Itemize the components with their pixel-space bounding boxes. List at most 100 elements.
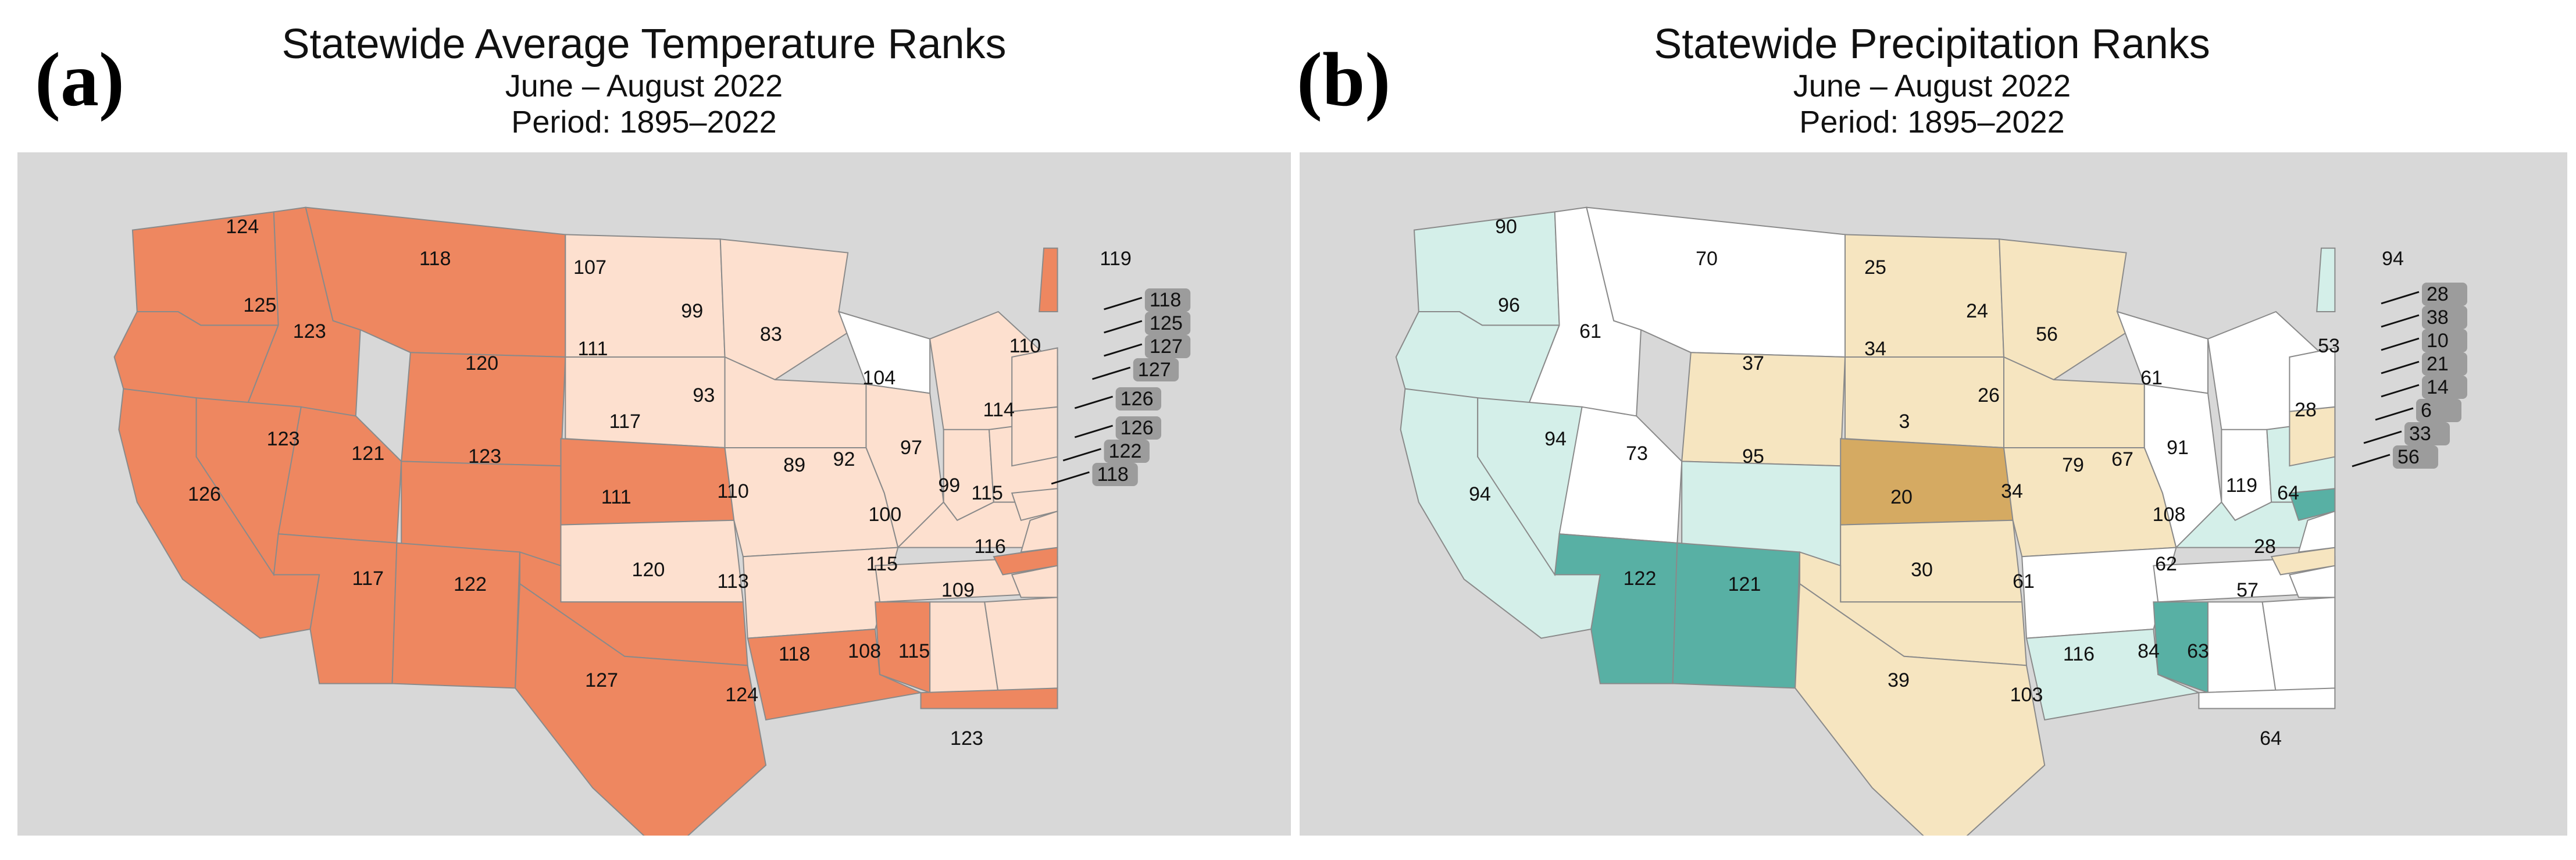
callout-box-md (1092, 463, 1138, 486)
state-rank-fl: 64 (2260, 727, 2282, 750)
state-rank-ia: 93 (693, 384, 715, 406)
state-ar (2021, 547, 2177, 639)
callout-rank-ma: 10 (2427, 330, 2449, 352)
callout-leader-ct (1074, 395, 1114, 409)
state-me (1039, 247, 1058, 312)
state-rank-nd: 25 (1864, 256, 1886, 279)
callout-box-nh (1144, 312, 1191, 335)
callout-rank-vt: 28 (2427, 283, 2449, 305)
state-la (747, 628, 923, 721)
state-rank-in: 67 (2111, 448, 2133, 470)
state-ny (1011, 347, 1058, 412)
state-me (2316, 247, 2336, 312)
panel-label: (a) (35, 37, 124, 122)
state-rank-il: 89 (783, 454, 805, 476)
callout-rank-ct: 126 (1121, 388, 1154, 410)
state-rank-la: 124 (725, 684, 758, 706)
callout-leader-nh (1104, 320, 1143, 334)
state-ga (984, 597, 1058, 694)
state-wa (1413, 211, 1560, 326)
state-rank-al: 108 (848, 640, 881, 662)
state-rank-ny: 53 (2318, 335, 2340, 357)
state-rank-mn: 24 (1966, 300, 1988, 322)
panel-precipitation: (b) Statewide Precipitation Ranks June –… (1288, 0, 2576, 860)
callout-rank-nj: 126 (1121, 417, 1154, 439)
state-rank-me: 94 (2382, 248, 2404, 270)
state-rank-tx: 127 (585, 669, 618, 691)
state-rank-ca: 126 (188, 483, 221, 505)
state-rank-wi: 56 (2036, 323, 2058, 345)
state-rank-ar: 113 (717, 570, 748, 593)
state-rank-me: 119 (1100, 248, 1131, 270)
state-ne (560, 438, 735, 526)
state-rank-ne: 3 (1899, 411, 1910, 433)
callout-leader-ri (2381, 361, 2420, 374)
callout-rank-md: 118 (1097, 463, 1128, 486)
state-rank-sd: 34 (1864, 338, 1886, 360)
callout-rank-ri: 21 (2427, 353, 2449, 375)
state-rank-va: 64 (2277, 482, 2299, 504)
map-frame: 90 96 61 70 37 94 94 73 95 122 121 25 34 3 20 30 39 24 26 3… (1300, 152, 2567, 836)
state-rank-wa: 90 (1495, 216, 1517, 238)
state-mo (2003, 447, 2177, 558)
state-va (2297, 510, 2336, 553)
callout-leader-ri (1091, 366, 1131, 380)
callout-box-de (1104, 440, 1150, 463)
state-rank-oh: 91 (2167, 437, 2189, 459)
state-rank-il: 79 (2062, 454, 2084, 476)
callout-leader-ct (2381, 384, 2420, 398)
state-rank-ok: 120 (631, 559, 665, 581)
callout-box-de (2404, 422, 2450, 445)
state-rank-wv: 99 (938, 474, 960, 497)
state-rank-or: 125 (243, 294, 276, 316)
state-rank-ar: 61 (2013, 570, 2035, 593)
state-wv (1011, 488, 1058, 521)
title-block: Statewide Average Temperature Ranks June… (0, 20, 1288, 140)
callout-rank-nh: 38 (2427, 306, 2449, 329)
callout-box-ma (2422, 329, 2467, 352)
map-subtitle: June – August 2022 (505, 69, 783, 104)
state-az (1554, 533, 1678, 684)
state-rank-mo: 110 (717, 480, 748, 502)
us-state-map: 90 96 61 70 37 94 94 73 95 122 121 25 34 3 20 30 39 24 26 3… (1300, 152, 2567, 836)
state-tx (515, 583, 767, 836)
state-ga (2261, 597, 2336, 694)
callout-box-ri (1133, 358, 1179, 381)
callout-rank-ma: 127 (1150, 336, 1183, 358)
state-rank-nc: 28 (2254, 536, 2276, 558)
callout-box-ct (1115, 387, 1161, 411)
map-period: Period: 1895–2022 (511, 105, 777, 140)
callout-box-nh (2422, 306, 2467, 329)
state-rank-ny: 110 (1009, 335, 1041, 357)
callout-box-nj (2416, 399, 2461, 422)
callout-box-ri (2422, 352, 2467, 376)
state-rank-ky: 100 (868, 504, 901, 526)
state-rank-mt: 70 (1696, 248, 1718, 270)
state-ut (277, 406, 402, 544)
callout-rank-nj: 6 (2421, 399, 2432, 422)
map-title: Statewide Precipitation Ranks (1654, 21, 2210, 67)
callout-box-nj (1115, 416, 1161, 440)
state-rank-co: 95 (1742, 445, 1764, 468)
state-la (2025, 628, 2201, 721)
state-nm (1672, 542, 1801, 689)
callout-rank-de: 33 (2409, 423, 2431, 445)
state-rank-al: 84 (2138, 640, 2160, 662)
callout-leader-md (1051, 471, 1090, 485)
us-state-map: 124 125 123 118 120 126 123 121 123 117 122 107 111 1… (17, 152, 1291, 836)
state-rank-ca: 94 (1469, 483, 1491, 505)
state-rank-sd: 111 (578, 338, 608, 360)
state-rank-sc: 109 (941, 579, 975, 601)
map-subtitle: June – August 2022 (1793, 69, 2071, 104)
state-rank-co: 123 (468, 445, 501, 468)
state-rank-wy: 120 (465, 352, 498, 374)
callout-leader-ma (1104, 343, 1143, 357)
callout-rank-de: 122 (1109, 440, 1142, 462)
state-rank-nm: 122 (454, 573, 487, 595)
callout-box-vt (2422, 283, 2467, 306)
callout-box-ct (2422, 376, 2467, 399)
state-rank-ga: 115 (898, 640, 930, 662)
state-nm (391, 542, 520, 689)
state-rank-pa: 114 (983, 399, 1014, 421)
state-rank-ms: 118 (779, 643, 810, 665)
